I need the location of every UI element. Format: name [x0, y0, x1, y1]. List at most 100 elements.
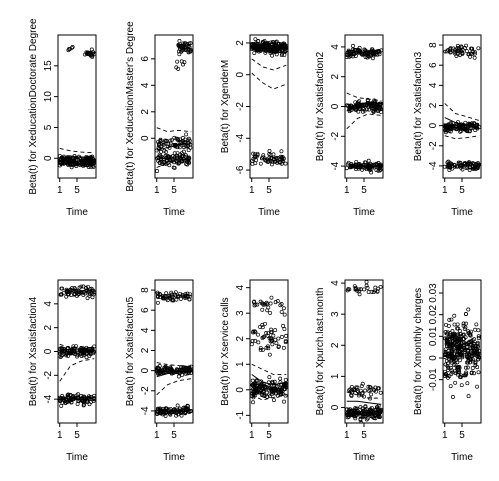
- data-point: [260, 347, 265, 352]
- data-point: [366, 104, 371, 109]
- data-point: [476, 370, 481, 375]
- data-point: [158, 149, 163, 154]
- data-point: [259, 386, 264, 391]
- data-point: [254, 158, 259, 163]
- data-point: [254, 387, 259, 392]
- data-point: [449, 124, 454, 129]
- y-tick-label: -4: [140, 406, 151, 415]
- data-point: [58, 351, 63, 356]
- data-point: [275, 393, 280, 398]
- estimate-line: [251, 48, 287, 53]
- data-point: [270, 391, 275, 396]
- data-point: [89, 286, 94, 291]
- data-point: [69, 400, 74, 405]
- data-point: [475, 384, 480, 389]
- data-point: [187, 297, 192, 302]
- data-point: [251, 151, 256, 156]
- data-point: [184, 132, 189, 137]
- data-point: [165, 410, 170, 415]
- data-point: [58, 355, 63, 359]
- data-point: [447, 374, 452, 379]
- data-point: [78, 290, 83, 295]
- data-point: [476, 334, 481, 339]
- data-point: [155, 156, 160, 161]
- x-tick-label: 1: [249, 185, 255, 196]
- data-point: [466, 52, 471, 57]
- data-point: [360, 167, 365, 172]
- data-point: [353, 416, 358, 421]
- data-point: [265, 302, 270, 307]
- y-axis-label: Beta(t) for Xsatisfaction3: [413, 51, 424, 161]
- data-point: [455, 322, 460, 327]
- data-point: [464, 49, 469, 54]
- data-point: [375, 289, 380, 294]
- data-point: [467, 122, 472, 127]
- x-tick-label: 5: [74, 430, 80, 441]
- data-point: [58, 347, 63, 351]
- data-point: [279, 302, 284, 306]
- y-axis-label: Beta(t) for Xsatisfaction4: [28, 296, 39, 406]
- x-tick-label: 1: [344, 185, 350, 196]
- points-group: [345, 43, 383, 175]
- data-point: [84, 285, 88, 290]
- y-tick-label: 2: [330, 342, 341, 348]
- data-point: [444, 358, 449, 363]
- data-point: [86, 289, 91, 294]
- data-point: [466, 307, 471, 312]
- data-point: [181, 294, 186, 299]
- x-tick-label: 5: [171, 185, 177, 196]
- data-point: [367, 54, 372, 59]
- data-point: [473, 359, 478, 364]
- data-point: [156, 143, 161, 147]
- data-point: [82, 399, 87, 404]
- data-point: [349, 384, 354, 389]
- data-point: [453, 371, 458, 376]
- data-point: [155, 369, 160, 374]
- data-point: [463, 127, 468, 132]
- data-point: [273, 159, 277, 164]
- y-tick-label: 3: [330, 311, 341, 317]
- data-point: [466, 394, 471, 399]
- points-group: [155, 290, 193, 418]
- y-tick-label: 0.01: [428, 326, 439, 346]
- data-point: [376, 411, 381, 416]
- data-point: [256, 390, 261, 395]
- data-point: [181, 156, 186, 161]
- data-point: [471, 346, 476, 351]
- data-point: [163, 153, 168, 158]
- data-point: [80, 351, 85, 356]
- data-point: [92, 51, 96, 56]
- data-point: [188, 409, 193, 413]
- data-point: [270, 342, 275, 347]
- data-point: [457, 358, 462, 363]
- data-point: [456, 160, 461, 165]
- data-point: [63, 348, 68, 353]
- x-tick-label: 1: [57, 430, 63, 441]
- data-point: [260, 322, 265, 327]
- data-point: [378, 167, 383, 172]
- data-point: [75, 402, 80, 406]
- data-point: [252, 391, 257, 396]
- confidence-band-line: [251, 394, 287, 401]
- x-tick-label: 1: [154, 185, 160, 196]
- data-point: [91, 159, 96, 164]
- data-point: [349, 408, 354, 413]
- y-tick-label: -6: [235, 165, 246, 174]
- data-point: [459, 129, 464, 133]
- data-point: [462, 349, 467, 354]
- data-point: [72, 292, 77, 297]
- data-point: [269, 162, 274, 167]
- data-point: [177, 408, 182, 413]
- data-point: [177, 39, 182, 43]
- y-tick-label: 0: [140, 135, 151, 141]
- data-point: [268, 339, 273, 344]
- data-point: [474, 161, 479, 166]
- data-point: [70, 162, 75, 167]
- data-point: [85, 160, 90, 165]
- confidence-band-line: [444, 103, 480, 122]
- data-point: [457, 328, 462, 333]
- x-tick-label: 5: [459, 185, 465, 196]
- data-point: [461, 321, 466, 326]
- y-tick-label: 10: [43, 91, 54, 103]
- data-point: [273, 328, 278, 333]
